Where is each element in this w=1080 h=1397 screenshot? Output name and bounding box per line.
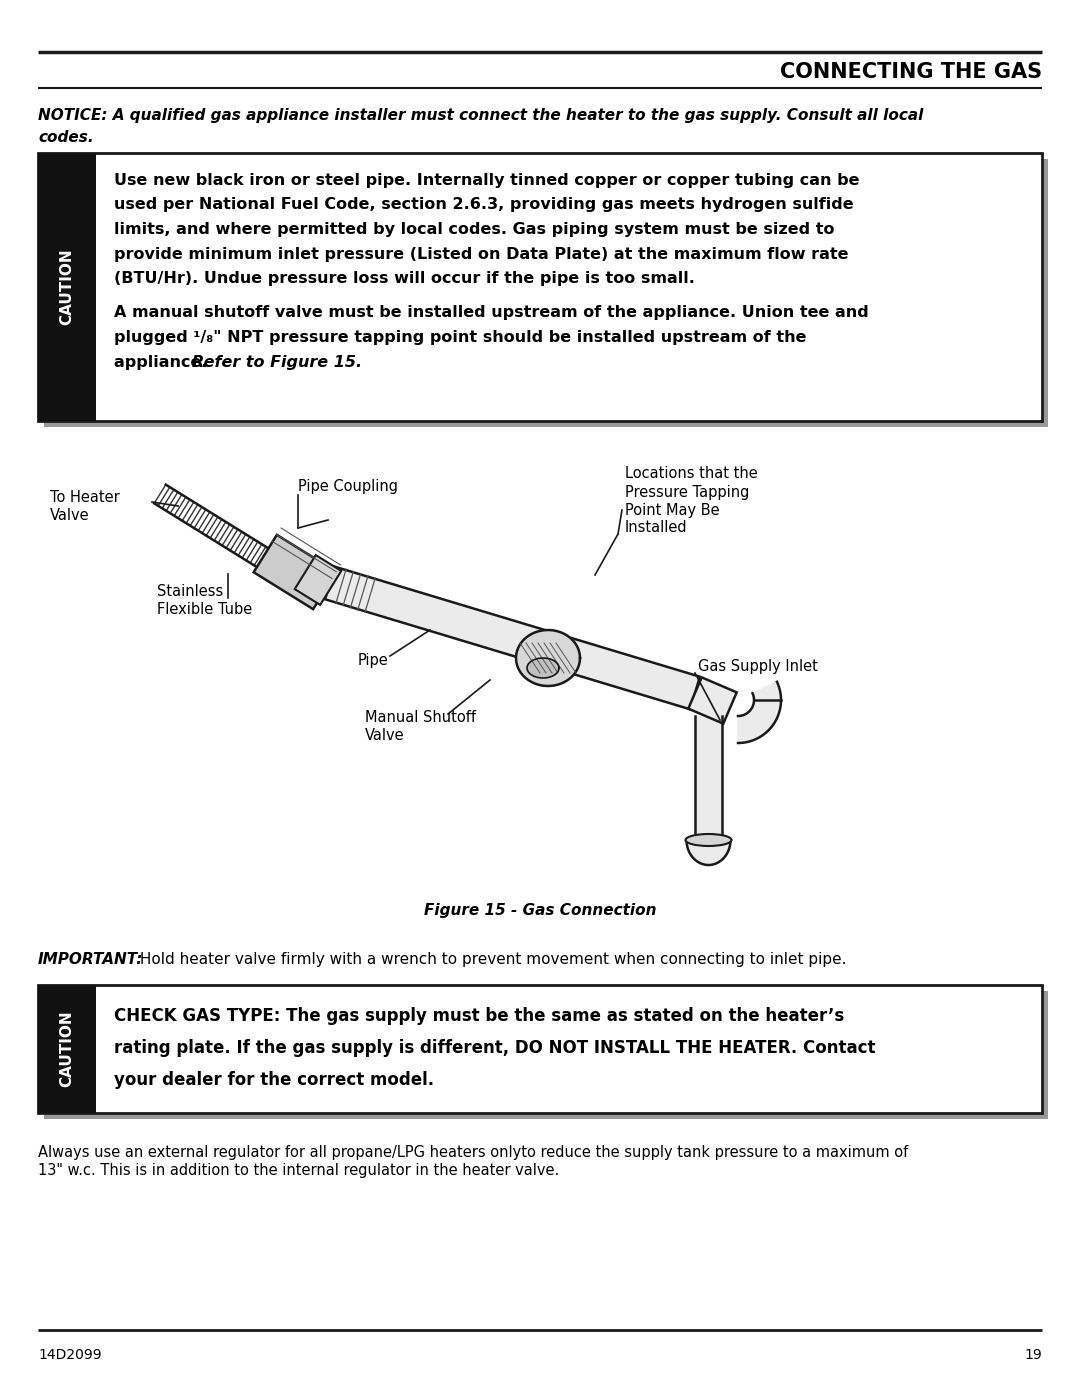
Polygon shape — [738, 682, 781, 743]
Text: To Heater: To Heater — [50, 490, 120, 506]
Polygon shape — [688, 678, 737, 724]
Text: NOTICE: A qualified gas appliance installer must connect the heater to the gas s: NOTICE: A qualified gas appliance instal… — [38, 108, 923, 123]
Text: Refer to Figure 15.: Refer to Figure 15. — [192, 355, 362, 369]
Bar — [38, 985, 96, 1113]
Text: provide minimum inlet pressure (Listed on Data Plate) at the maximum flow rate: provide minimum inlet pressure (Listed o… — [114, 246, 849, 261]
Text: used per National Fuel Code, section 2.6.3, providing gas meets hydrogen sulfide: used per National Fuel Code, section 2.6… — [114, 197, 853, 212]
Text: Point May Be: Point May Be — [625, 503, 719, 517]
Text: Stainless: Stainless — [157, 584, 224, 599]
Text: Use new black iron or steel pipe. Internally tinned copper or copper tubing can : Use new black iron or steel pipe. Intern… — [114, 173, 860, 189]
Text: Gas Supply Inlet: Gas Supply Inlet — [698, 658, 818, 673]
Text: CAUTION: CAUTION — [59, 249, 75, 326]
Text: Manual Shutoff: Manual Shutoff — [365, 711, 476, 725]
Polygon shape — [325, 567, 700, 710]
Polygon shape — [527, 658, 559, 678]
Polygon shape — [516, 630, 580, 686]
Text: limits, and where permitted by local codes. Gas piping system must be sized to: limits, and where permitted by local cod… — [114, 222, 835, 237]
Text: Figure 15 - Gas Connection: Figure 15 - Gas Connection — [423, 902, 657, 918]
Text: 19: 19 — [1024, 1348, 1042, 1362]
Text: Valve: Valve — [50, 509, 90, 524]
Text: IMPORTANT:: IMPORTANT: — [38, 951, 144, 967]
Text: plugged ¹/₈" NPT pressure tapping point should be installed upstream of the: plugged ¹/₈" NPT pressure tapping point … — [114, 330, 807, 345]
Text: Flexible Tube: Flexible Tube — [157, 602, 253, 617]
Text: (BTU/Hr). Undue pressure loss will occur if the pipe is too small.: (BTU/Hr). Undue pressure loss will occur… — [114, 271, 694, 286]
Text: Hold heater valve firmly with a wrench to prevent movement when connecting to in: Hold heater valve firmly with a wrench t… — [135, 951, 847, 967]
Text: CAUTION: CAUTION — [59, 1010, 75, 1087]
Polygon shape — [687, 840, 730, 865]
Text: A manual shutoff valve must be installed upstream of the appliance. Union tee an: A manual shutoff valve must be installed… — [114, 306, 868, 320]
Text: Pipe: Pipe — [357, 652, 389, 668]
Bar — [38, 154, 1042, 420]
Text: CHECK GAS TYPE: The gas supply must be the same as stated on the heater’s: CHECK GAS TYPE: The gas supply must be t… — [114, 1007, 845, 1025]
Text: codes.: codes. — [38, 130, 94, 145]
Text: rating plate. If the gas supply is different, DO NOT INSTALL THE HEATER. Contact: rating plate. If the gas supply is diffe… — [114, 1039, 876, 1058]
Polygon shape — [295, 555, 341, 605]
Text: Installed: Installed — [625, 521, 688, 535]
Bar — [44, 990, 1048, 1119]
Text: Always use an external regulator for all propane/LPG heaters only​to reduce the : Always use an external regulator for all… — [38, 1146, 908, 1160]
Text: Pipe Coupling: Pipe Coupling — [298, 479, 399, 495]
Polygon shape — [254, 535, 336, 609]
Bar — [44, 159, 1048, 427]
Text: Pressure Tapping: Pressure Tapping — [625, 485, 750, 500]
Polygon shape — [696, 717, 723, 840]
Bar — [38, 985, 1042, 1113]
Text: 13" w.c. This is in addition to the internal regulator in the heater valve.: 13" w.c. This is in addition to the inte… — [38, 1162, 559, 1178]
Text: Valve: Valve — [365, 728, 405, 743]
Text: 14D2099: 14D2099 — [38, 1348, 102, 1362]
Text: Locations that the: Locations that the — [625, 467, 758, 482]
Text: CONNECTING THE GAS: CONNECTING THE GAS — [780, 61, 1042, 82]
Ellipse shape — [686, 834, 731, 847]
Text: appliance.: appliance. — [114, 355, 213, 369]
Bar — [38, 154, 96, 420]
Text: your dealer for the correct model.: your dealer for the correct model. — [114, 1071, 434, 1090]
